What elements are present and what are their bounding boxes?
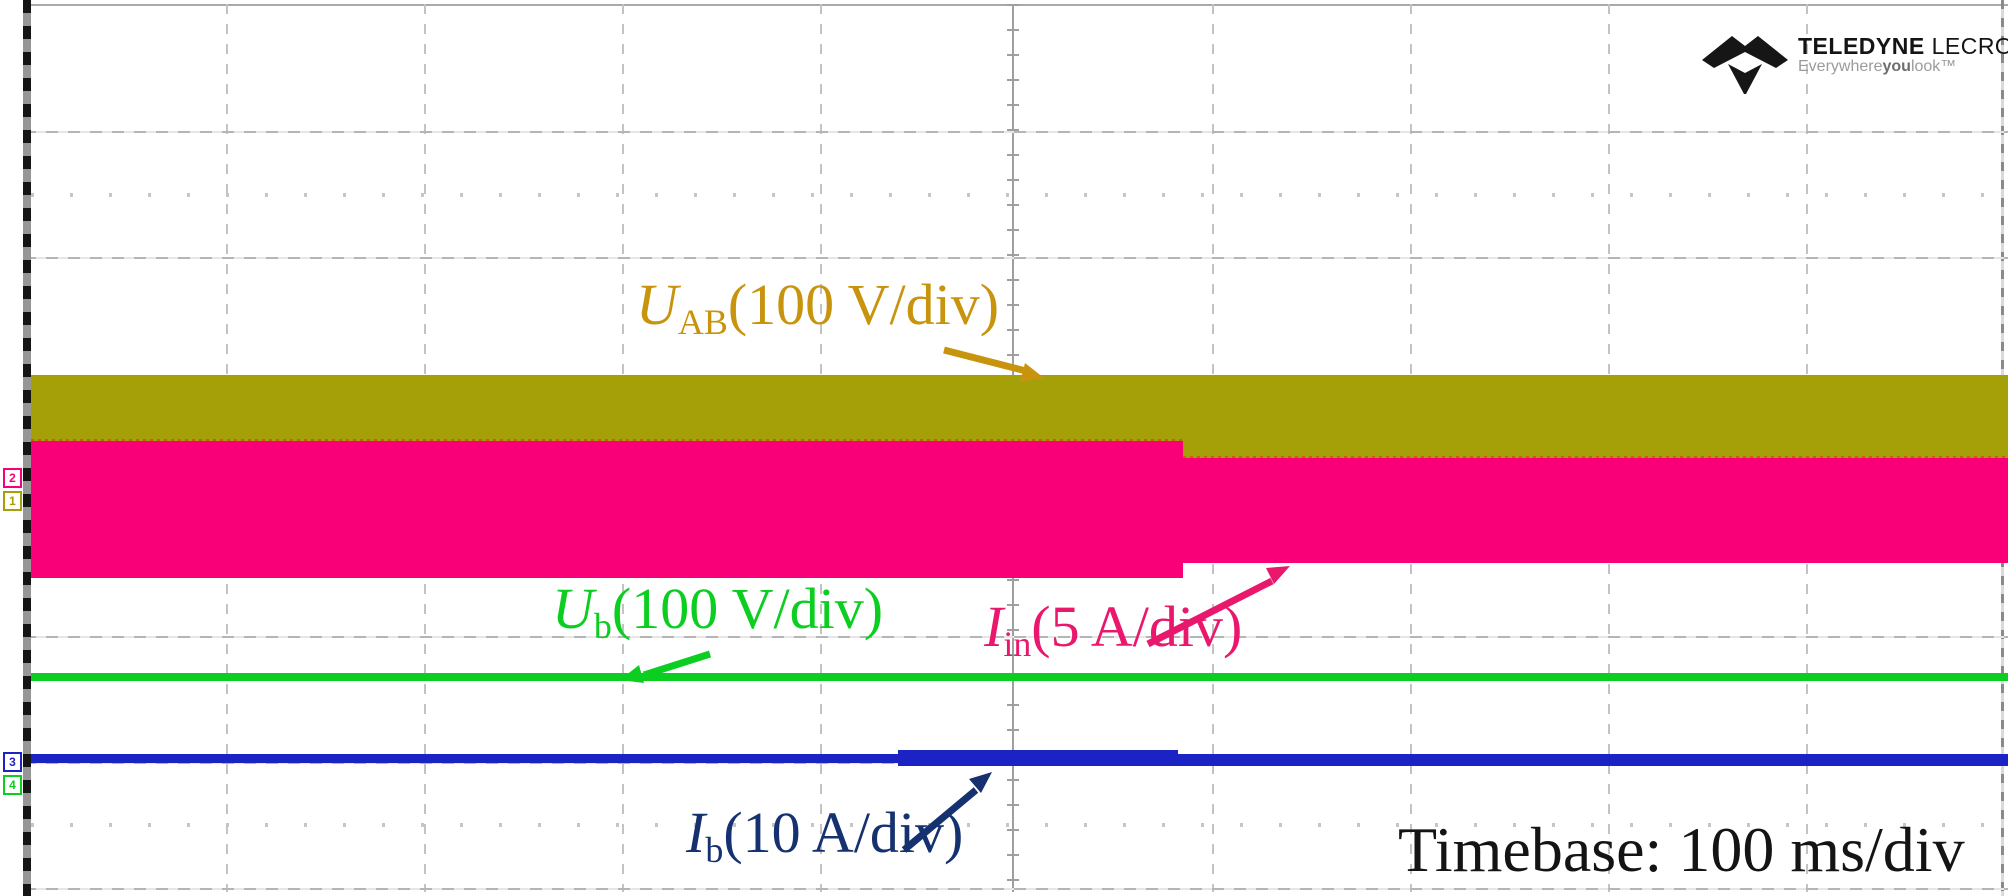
teledyne-lecroy-logo: TELEDYNE LECROY Everywhereyoulook™: [1700, 28, 2008, 96]
logo-text-block: TELEDYNE LECROY Everywhereyoulook™: [1798, 28, 2008, 77]
label-uab: UAB(100 V/div): [636, 276, 999, 341]
arrow-iin-pointer: [1146, 566, 1290, 648]
teledyne-logo-icon: [1702, 36, 1788, 94]
grid-hline: [24, 888, 2008, 890]
uab-iin-boundary-noise: [31, 439, 1183, 441]
grid-hline: [24, 636, 2008, 638]
logo-tagline-part2: you: [1882, 58, 1911, 76]
label-uab-scale: (100 V/div): [727, 272, 1000, 337]
arrow-ub-pointer: [620, 650, 712, 683]
label-ub-scale: (100 V/div): [611, 576, 884, 641]
label-ub: Ub(100 V/div): [552, 580, 883, 645]
logo-tagline-part3: look™: [1910, 58, 1957, 76]
trace-ib-line-segment1: [31, 754, 898, 763]
label-ib-symbol: I: [686, 800, 706, 865]
label-uab-symbol: U: [636, 272, 678, 337]
logo-brand-light: LECROY: [1931, 33, 2008, 59]
graticule-left-border: [23, 0, 31, 896]
logo-brand-bold: TELEDYNE: [1798, 33, 1925, 59]
arrow-uab-pointer: [943, 346, 1044, 382]
minor-tick-row-upper: [31, 193, 2008, 197]
channel-marker-ib: 3: [3, 752, 22, 772]
minor-tick-row-lower: [31, 823, 2008, 827]
label-iin-subscript: in: [1003, 624, 1032, 665]
label-iin-scale: (5 A/div): [1031, 594, 1243, 659]
trace-ib-line-segment2: [898, 750, 1178, 766]
channel-marker-ub: 4: [3, 775, 22, 795]
trace-ub-line: [31, 673, 2008, 681]
label-ub-subscript: b: [593, 606, 612, 647]
label-ib-scale: (10 A/div): [723, 800, 964, 865]
timebase-readout: Timebase: 100 ms/div: [1398, 814, 1965, 885]
label-ib-subscript: b: [705, 830, 724, 871]
grid-hline: [24, 257, 2008, 259]
label-uab-subscript: AB: [677, 302, 728, 343]
label-ub-symbol: U: [552, 576, 594, 641]
logo-tagline: Everywhereyoulook™: [1798, 58, 2008, 76]
channel-marker-iin: 2: [3, 468, 22, 488]
logo-tagline-part1: Everywhere: [1798, 58, 1883, 76]
channel-marker-uab: 1: [3, 491, 22, 511]
label-iin-symbol: I: [984, 594, 1004, 659]
trace-ib-line-segment3: [1178, 754, 2008, 766]
grid-hline: [24, 131, 2008, 133]
label-ib: Ib(10 A/div): [686, 804, 963, 869]
trace-uab-band-segment2: [1183, 375, 2008, 458]
trace-iin-band-segment2: [1183, 458, 2008, 563]
logo-brand-name: TELEDYNE LECROY: [1798, 34, 2008, 58]
uab-iin-boundary-noise: [1183, 456, 2008, 458]
arrow-ib-pointer: [901, 772, 992, 853]
trace-uab-band-segment1: [31, 375, 1183, 441]
label-iin: Iin(5 A/div): [984, 598, 1242, 663]
trace-iin-band-segment1: [31, 441, 1183, 578]
